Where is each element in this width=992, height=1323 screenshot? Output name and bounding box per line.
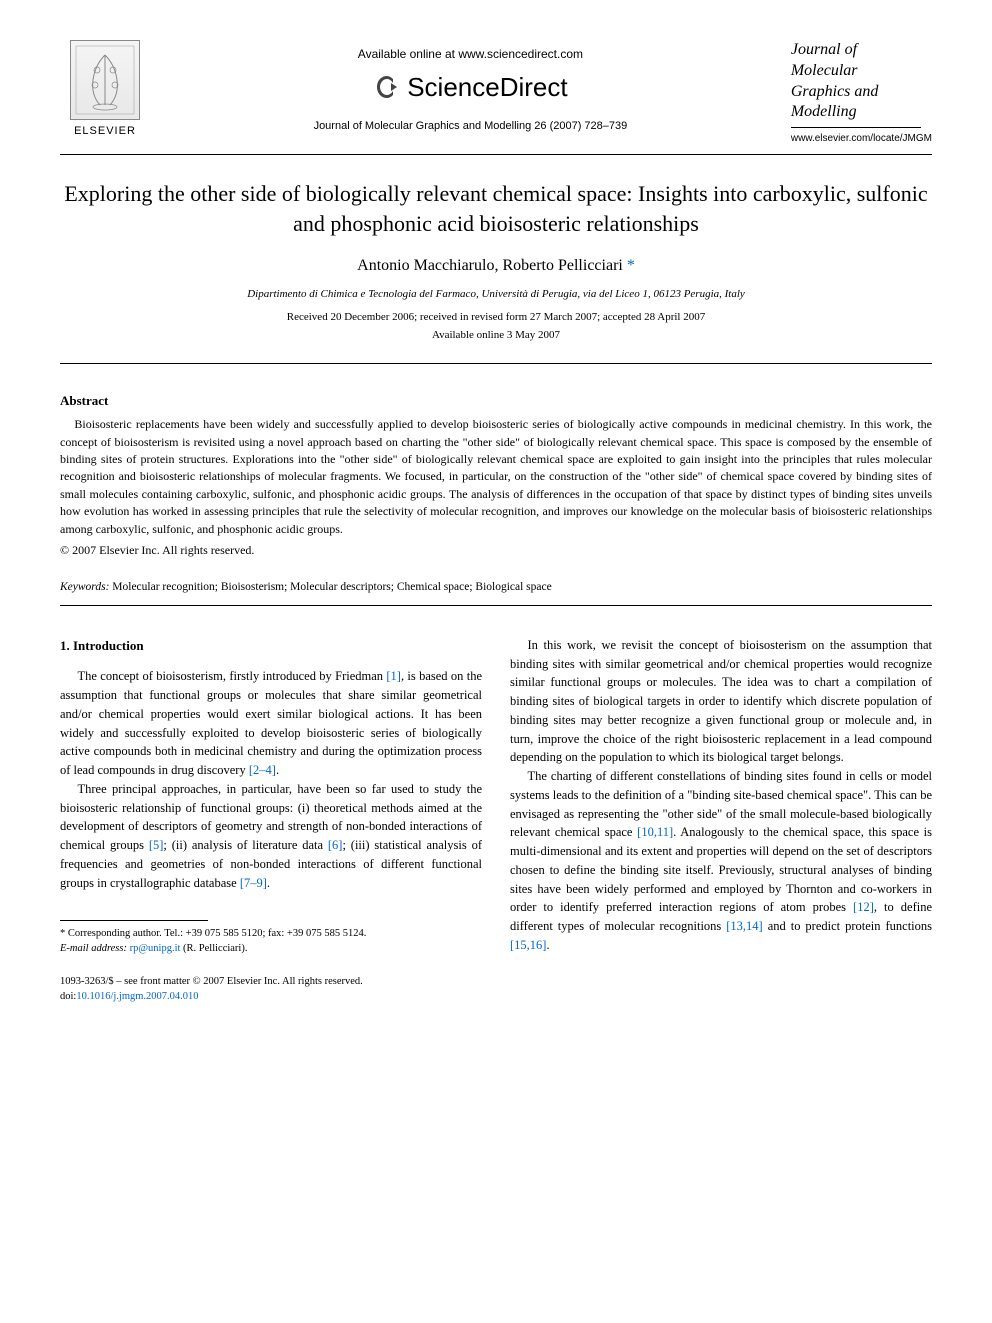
keywords-line: Keywords: Molecular recognition; Bioisos… [60,579,932,595]
doi-link[interactable]: 10.1016/j.jmgm.2007.04.010 [76,991,198,1002]
platform-logo: ScienceDirect [373,69,567,105]
received-dates: Received 20 December 2006; received in r… [60,310,932,325]
citation-link[interactable]: [5] [149,838,164,852]
left-column: 1. Introduction The concept of bioisoste… [60,636,482,1004]
email-suffix: (R. Pellicciari). [180,943,247,954]
divider-rule [60,363,932,364]
divider-rule [60,605,932,606]
body-paragraph: In this work, we revisit the concept of … [510,636,932,767]
journal-title-block: Journal of Molecular Graphics and Modell… [791,40,932,146]
keywords-label: Keywords: [60,581,109,593]
footnote-email-line: E-mail address: rp@unipg.it (R. Pellicci… [60,942,482,957]
abstract-section: Abstract Bioisosteric replacements have … [60,392,932,559]
body-columns: 1. Introduction The concept of bioisoste… [60,636,932,1004]
body-paragraph: The charting of different constellations… [510,767,932,955]
journal-title-line: Journal of [791,40,921,61]
abstract-text: Bioisosteric replacements have been wide… [60,416,932,538]
citation-link[interactable]: [12] [853,900,874,914]
authors-line: Antonio Macchiarulo, Roberto Pellicciari… [60,255,932,277]
right-column: In this work, we revisit the concept of … [510,636,932,1004]
author-names: Antonio Macchiarulo, Roberto Pellicciari [357,257,623,274]
abstract-copyright: © 2007 Elsevier Inc. All rights reserved… [60,542,932,559]
citation-link[interactable]: [15,16] [510,938,546,952]
email-link[interactable]: rp@unipg.it [127,943,180,954]
publisher-block: ELSEVIER [60,40,150,139]
footnote-rule [60,920,208,921]
corresponding-footnote: * Corresponding author. Tel.: +39 075 58… [60,927,482,956]
issn-line: 1093-3263/$ – see front matter © 2007 El… [60,975,482,990]
journal-url: www.elsevier.com/locate/JMGM [791,132,932,146]
article-title: Exploring the other side of biologically… [60,179,932,238]
footnote-contact: * Corresponding author. Tel.: +39 075 58… [60,927,482,942]
doi-line: doi:10.1016/j.jmgm.2007.04.010 [60,990,482,1005]
journal-title-line: Graphics and [791,82,921,103]
citation-link[interactable]: [6] [328,838,343,852]
abstract-heading: Abstract [60,392,932,410]
affiliation: Dipartimento di Chimica e Tecnologia del… [60,287,932,302]
bottom-meta: 1093-3263/$ – see front matter © 2007 El… [60,975,482,1004]
section-heading: 1. Introduction [60,636,482,656]
corresponding-star-icon: * [627,257,635,274]
citation-link[interactable]: [13,14] [726,919,762,933]
header-rule [60,154,932,155]
publisher-name: ELSEVIER [74,124,136,139]
elsevier-tree-icon [70,40,140,120]
sciencedirect-icon [373,73,401,101]
body-paragraph: Three principal approaches, in particula… [60,780,482,893]
journal-title-line: Molecular [791,61,921,82]
online-date: Available online 3 May 2007 [60,328,932,343]
available-online-text: Available online at www.sciencedirect.co… [150,46,791,63]
platform-name: ScienceDirect [407,69,567,105]
citation-link[interactable]: [10,11] [637,825,673,839]
journal-reference: Journal of Molecular Graphics and Modell… [150,119,791,134]
citation-link[interactable]: [7–9] [240,876,267,890]
page-header: ELSEVIER Available online at www.science… [60,40,932,146]
email-label: E-mail address: [60,943,127,954]
citation-link[interactable]: [1] [386,669,401,683]
keywords-text: Molecular recognition; Bioisosterism; Mo… [109,581,551,593]
header-center: Available online at www.sciencedirect.co… [150,40,791,135]
citation-link[interactable]: [2–4] [249,763,276,777]
journal-title-line: Modelling [791,102,921,123]
body-paragraph: The concept of bioisosterism, firstly in… [60,667,482,780]
